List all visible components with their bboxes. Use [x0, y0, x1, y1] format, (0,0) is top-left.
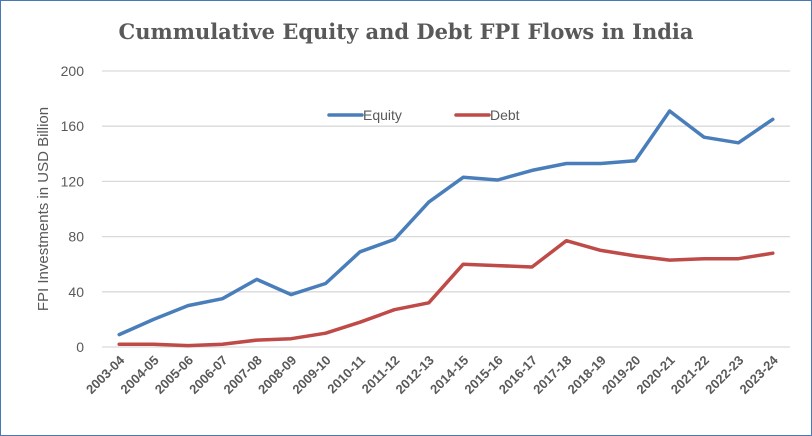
- legend-label-debt: Debt: [490, 107, 520, 123]
- y-tick-label: 120: [61, 173, 85, 189]
- y-tick-label: 200: [61, 63, 85, 79]
- x-tick-label: 2023-24: [737, 352, 782, 397]
- series-line-equity: [117, 109, 775, 337]
- chart-title: Cummulative Equity and Debt FPI Flows in…: [119, 19, 694, 44]
- y-tick-label: 40: [68, 284, 84, 300]
- y-tick-label: 80: [68, 229, 84, 245]
- series-line-debt: [117, 238, 775, 348]
- x-tick-label: 2009-10: [289, 353, 333, 397]
- y-tick-label: 0: [76, 339, 84, 355]
- y-axis-label: FPI Investments in USD Billion: [35, 107, 52, 311]
- y-tick-label: 160: [61, 118, 85, 134]
- legend-label-equity: Equity: [363, 107, 402, 123]
